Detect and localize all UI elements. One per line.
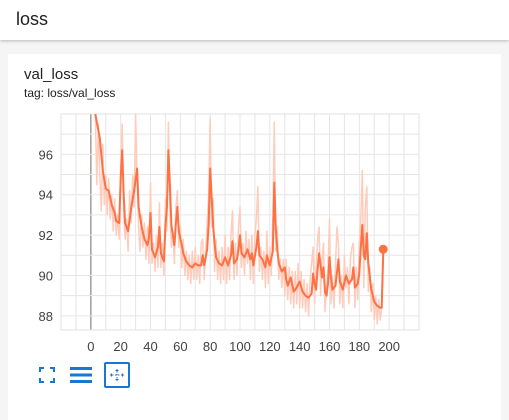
x-tick-label: 40: [143, 339, 157, 354]
y-tick-label: 96: [39, 147, 53, 162]
page-header: loss: [0, 0, 509, 40]
y-tick-label: 92: [39, 228, 53, 243]
y-tick-label: 90: [39, 268, 53, 283]
raw-series: [94, 113, 384, 325]
raw-series-line: [94, 113, 384, 325]
scalar-card: val_loss tag: loss/val_loss 88 90 92 94 96 0…: [8, 54, 501, 420]
x-tick-label: 0: [87, 339, 94, 354]
x-tick-label: 100: [229, 339, 251, 354]
fullscreen-icon: [39, 367, 55, 383]
x-tick-label: 160: [319, 339, 341, 354]
fit-domain-button[interactable]: [104, 362, 130, 388]
x-tick-label: 180: [348, 339, 370, 354]
fullscreen-button[interactable]: [34, 362, 60, 388]
toggle-log-button[interactable]: [68, 362, 94, 388]
y-axis-ticks: 88 90 92 94 96: [39, 147, 53, 323]
plot-frame: [60, 113, 420, 331]
smoothed-series: [94, 113, 385, 309]
y-tick-label: 94: [39, 188, 53, 203]
x-axis-ticks: 0 20 40 60 80 100 120 140 160 180 200: [87, 339, 400, 354]
chart-grid: [60, 113, 420, 331]
x-tick-label: 140: [289, 339, 311, 354]
loss-chart[interactable]: 88 90 92 94 96 0 20 40 60 80 100 120 140 160 180 200: [8, 54, 501, 354]
x-tick-label: 200: [378, 339, 400, 354]
y-tick-label: 88: [39, 309, 53, 324]
last-point-dot: [378, 244, 388, 254]
x-tick-label: 60: [173, 339, 187, 354]
x-tick-label: 120: [259, 339, 281, 354]
list-lines-icon: [70, 367, 92, 383]
card-tag: tag: loss/val_loss: [24, 86, 116, 100]
smoothed-series-line: [94, 113, 385, 309]
last-point-marker: [378, 244, 388, 254]
card-title: val_loss: [24, 66, 79, 83]
x-tick-label: 20: [113, 339, 127, 354]
x-tick-label: 80: [203, 339, 217, 354]
run-group-title: loss: [16, 9, 49, 29]
fit-domain-icon: [110, 369, 124, 381]
